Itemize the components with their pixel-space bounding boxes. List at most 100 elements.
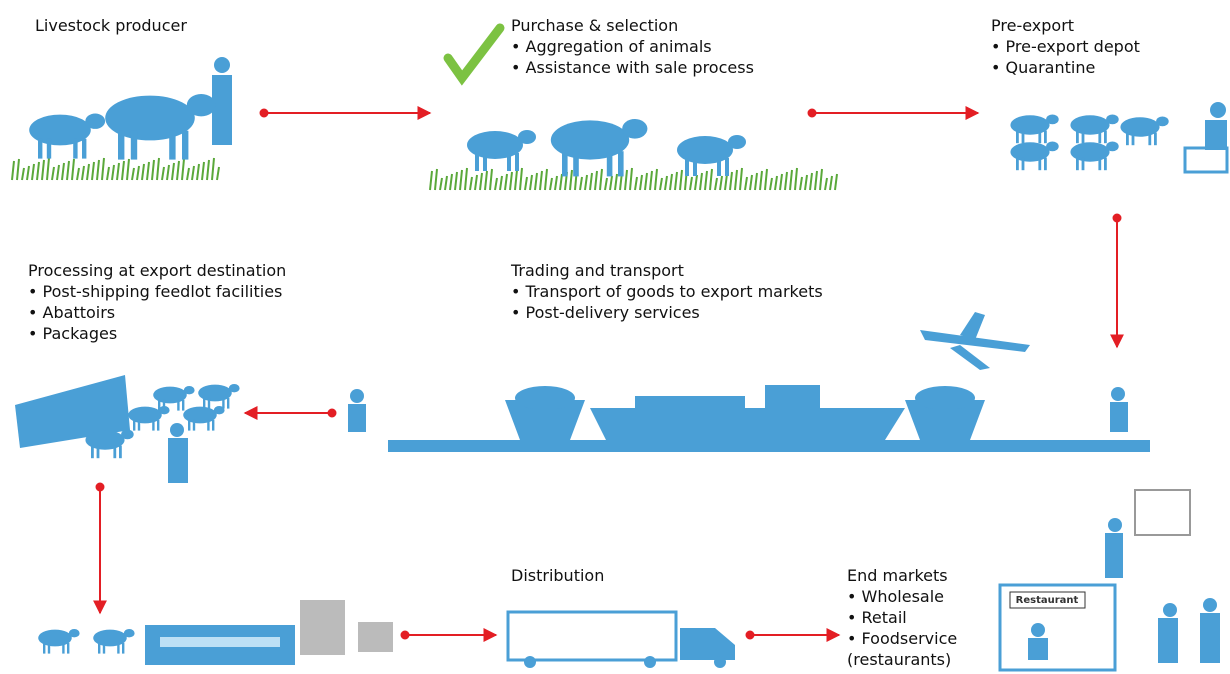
stage-item: Packages: [28, 323, 286, 344]
cow-leg: [91, 446, 94, 459]
cow: [551, 119, 648, 176]
cow-leg: [562, 151, 568, 176]
stage: Livestock producer: [35, 15, 187, 36]
cow-leg: [157, 420, 159, 431]
cow-leg: [1038, 158, 1041, 171]
stage: Pre-exportPre-export depotQuarantine: [991, 15, 1140, 78]
cow: [198, 384, 239, 409]
cow-leg: [43, 643, 45, 654]
cow-leg: [1082, 131, 1085, 144]
cow-leg: [483, 153, 487, 171]
cow-head: [184, 386, 195, 394]
cow: [105, 94, 215, 160]
cow-leg: [62, 643, 64, 654]
stage-item: Pre-export depot: [991, 36, 1140, 57]
cow-leg: [152, 420, 154, 431]
cow-head: [85, 114, 105, 129]
stage-items: Transport of goods to export marketsPost…: [511, 281, 823, 323]
check-mark: [448, 28, 500, 78]
cow-head: [1046, 115, 1059, 125]
cow-leg: [1104, 131, 1107, 144]
grass-blades: [12, 158, 219, 180]
cow-leg: [98, 643, 100, 654]
cow-leg: [227, 398, 229, 409]
cow-leg: [1076, 131, 1079, 144]
cow-leg: [67, 643, 69, 654]
cow: [29, 114, 105, 159]
cow-leg: [1148, 133, 1151, 146]
stage: End marketsWholesaleRetailFoodservice (r…: [847, 565, 987, 670]
cow-head: [187, 94, 216, 116]
cow-leg: [507, 153, 511, 171]
cow-leg: [131, 131, 137, 160]
cow-leg: [122, 643, 124, 654]
cow: [85, 430, 133, 459]
cow-head: [121, 430, 134, 440]
stage: Distribution: [511, 565, 604, 586]
cow-leg: [618, 151, 624, 176]
cow-head: [159, 406, 170, 414]
cow-head: [69, 629, 80, 637]
stage-item: Abattoirs: [28, 302, 286, 323]
cow-leg: [182, 131, 188, 160]
grass-blades: [430, 168, 837, 190]
restaurant-sign: Restaurant: [1016, 595, 1079, 606]
cow-leg: [1082, 158, 1085, 171]
stage-item: Post-delivery services: [511, 302, 823, 323]
cow-leg: [1038, 131, 1041, 144]
cow: [1010, 142, 1058, 171]
cow: [183, 406, 224, 431]
cow-head: [518, 130, 536, 144]
cow: [38, 629, 79, 654]
cow-leg: [182, 400, 184, 411]
cow-leg: [1076, 158, 1079, 171]
stage-title: Processing at export destination: [28, 260, 286, 281]
stage-title: End markets: [847, 565, 987, 586]
cow-leg: [475, 153, 479, 171]
cow-leg: [82, 139, 86, 159]
stage-item: Foodservice (restaurants): [847, 628, 987, 670]
cow-leg: [103, 643, 105, 654]
stage-items: Post-shipping feedlot facilitiesAbattoir…: [28, 281, 286, 344]
cow-leg: [138, 420, 140, 431]
cow-head: [1046, 142, 1059, 152]
cow-leg: [1098, 131, 1101, 144]
cow-head: [124, 629, 135, 637]
cow-leg: [212, 420, 214, 431]
cow-head: [229, 384, 240, 392]
cow-leg: [1044, 158, 1047, 171]
cow-leg: [1154, 133, 1157, 146]
stage-title: Purchase & selection: [511, 15, 754, 36]
cow-leg: [1132, 133, 1135, 146]
stage-title: Trading and transport: [511, 260, 823, 281]
stage-item: Transport of goods to export markets: [511, 281, 823, 302]
cow-leg: [1022, 158, 1025, 171]
cow-head: [1106, 115, 1119, 125]
stage-title: Pre-export: [991, 15, 1140, 36]
cow-leg: [685, 158, 689, 176]
cow: [128, 406, 169, 431]
cow: [467, 130, 536, 171]
cow-leg: [1016, 158, 1019, 171]
cow-head: [214, 406, 225, 414]
cow: [1120, 117, 1168, 146]
cow-leg: [1104, 158, 1107, 171]
cow: [1010, 115, 1058, 144]
stage: Processing at export destinationPost-shi…: [28, 260, 286, 344]
cow-leg: [48, 643, 50, 654]
cow-leg: [1016, 131, 1019, 144]
stage-title: Distribution: [511, 565, 604, 586]
stage-title: Livestock producer: [35, 15, 187, 36]
cow-leg: [725, 158, 729, 176]
flow-arrows: [97, 110, 1121, 639]
cow: [1070, 115, 1118, 144]
cow: [1070, 142, 1118, 171]
cow-leg: [1098, 158, 1101, 171]
cow-leg: [1044, 131, 1047, 144]
cow-head: [728, 135, 746, 149]
cow-leg: [207, 420, 209, 431]
cow-leg: [1022, 131, 1025, 144]
cow-leg: [188, 420, 190, 431]
cow-leg: [208, 398, 210, 409]
cow-leg: [717, 158, 721, 176]
